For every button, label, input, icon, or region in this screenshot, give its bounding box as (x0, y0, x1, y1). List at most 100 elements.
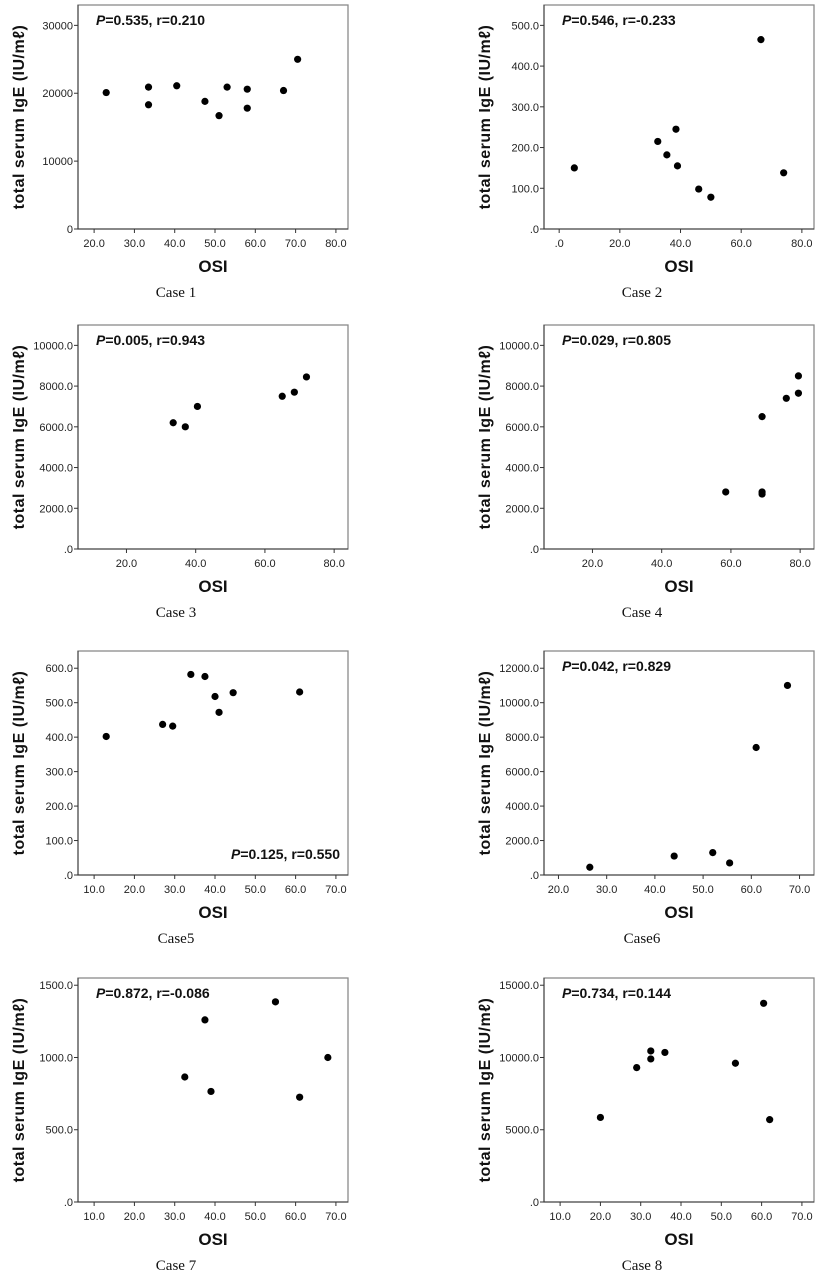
data-point (586, 863, 594, 871)
y-tick-label: 500.0 (45, 698, 73, 710)
data-point (752, 743, 760, 752)
p-symbol: P (562, 985, 572, 1001)
correlation-annotation: P=0.535, r=0.210 (96, 12, 205, 28)
scatter-plot: .0 5000.0 10000.0 15000.0 10.0 20.0 30.0 40.0 50… (477, 977, 815, 1274)
scatter-panel-case-5: .0 100.0 200.0 300.0 400.0 500.0 600.0 10.0 20.0… (0, 643, 357, 958)
x-tick-label: 60.0 (285, 1211, 306, 1223)
x-tick-label: 40.0 (204, 1211, 225, 1223)
x-tick-label: 60.0 (285, 884, 306, 896)
scatter-panel-case-6: .0 2000.0 4000.0 6000.0 8000.0 10000.0 12000.0… (466, 643, 823, 958)
x-tick-label: 20.0 (548, 884, 569, 896)
correlation-annotation: P=0.005, r=0.943 (96, 332, 205, 348)
y-tick-label: 10000.0 (499, 1052, 539, 1064)
data-point (193, 402, 202, 411)
data-point (782, 394, 790, 402)
data-point (758, 490, 766, 498)
data-point (766, 1116, 774, 1124)
y-tick-label: .0 (530, 1197, 539, 1209)
y-axis-label: total serum IgE (IU/mℓ) (477, 345, 494, 530)
x-tick-label: 60.0 (730, 238, 751, 250)
y-tick-label: 200.0 (45, 801, 73, 813)
x-tick-label: 70.0 (791, 1211, 812, 1223)
x-tick-label: 50.0 (692, 884, 713, 896)
y-axis-label: total serum IgE (IU/mℓ) (477, 671, 494, 856)
y-tick-label: .0 (64, 870, 73, 882)
x-axis-label: OSI (664, 903, 693, 922)
scatter-panel-case-3: .0 2000.0 4000.0 6000.0 8000.0 10000.0 20.0 40.… (0, 317, 357, 632)
plot-frame (543, 650, 815, 876)
y-tick-label: 2000.0 (505, 836, 539, 848)
y-tick-label: 1500.0 (39, 980, 73, 992)
y-tick-label: .0 (530, 544, 539, 556)
x-tick-label: 20.0 (609, 238, 630, 250)
data-point (780, 169, 788, 177)
data-point (670, 852, 678, 860)
data-point (783, 681, 792, 690)
case-caption: Case6 (624, 931, 661, 947)
case-caption: Case 3 (156, 605, 196, 621)
y-axis-label: total serum IgE (IU/mℓ) (11, 998, 28, 1183)
y-tick-label: 100.0 (45, 836, 73, 848)
y-tick-label: 300.0 (511, 102, 539, 114)
data-point (294, 55, 302, 63)
data-point (663, 151, 671, 159)
scatter-plot: .0 100.0 200.0 300.0 400.0 500.0 .0 20.0 40.0 60.… (477, 4, 815, 301)
x-axis-label: OSI (198, 903, 227, 922)
p-r-values: =0.734, r=0.144 (571, 985, 671, 1001)
data-point (731, 1059, 740, 1067)
data-point (102, 732, 110, 741)
y-tick-label: 8000.0 (505, 381, 539, 393)
data-point (695, 185, 703, 193)
plot-frame (77, 650, 349, 876)
y-tick-label: 1000.0 (39, 1052, 73, 1064)
data-point (296, 1093, 304, 1101)
p-symbol: P (231, 846, 241, 862)
plot-frame (543, 4, 815, 230)
y-tick-label: 5000.0 (505, 1125, 539, 1137)
p-symbol: P (96, 985, 106, 1001)
data-point (722, 488, 730, 496)
data-point (302, 373, 311, 381)
x-tick-label: 80.0 (323, 558, 344, 570)
x-axis-label: OSI (198, 577, 227, 596)
x-tick-label: 70.0 (325, 1211, 346, 1223)
data-point (596, 1113, 605, 1122)
x-axis-label: OSI (664, 257, 693, 276)
correlation-annotation: P=0.872, r=-0.086 (96, 985, 210, 1001)
data-point (271, 998, 280, 1006)
data-point (760, 999, 768, 1007)
data-point (726, 859, 734, 867)
case-caption: Case 2 (622, 285, 662, 301)
correlation-annotation: P=0.042, r=0.829 (562, 658, 671, 674)
x-tick-label: 70.0 (325, 884, 346, 896)
data-point (672, 125, 680, 133)
plot-frame (543, 977, 815, 1203)
data-point (243, 85, 251, 93)
case-caption: Case 1 (156, 285, 196, 301)
y-tick-label: 6000.0 (505, 767, 539, 779)
x-tick-label: 30.0 (164, 884, 185, 896)
data-point (794, 389, 803, 397)
x-tick-label: 30.0 (124, 238, 145, 250)
scatter-panel-case-1: 0 10000 20000 30000 20.0 30.0 40.0 50.0 60.0 70.0… (0, 0, 357, 312)
data-point (243, 104, 251, 112)
data-point (794, 372, 803, 380)
p-symbol: P (562, 658, 572, 674)
data-point (229, 689, 237, 697)
y-tick-label: 600.0 (45, 663, 73, 675)
x-tick-label: 40.0 (651, 558, 672, 570)
x-tick-label: 20.0 (124, 1211, 145, 1223)
y-tick-label: 10000.0 (33, 340, 73, 352)
x-tick-label: 10.0 (83, 884, 104, 896)
y-axis-label: total serum IgE (IU/mℓ) (477, 25, 494, 210)
y-tick-label: 200.0 (511, 143, 539, 155)
data-point (144, 101, 153, 109)
y-tick-label: 300.0 (45, 767, 73, 779)
x-axis-label: OSI (198, 257, 227, 276)
y-tick-label: 10000 (42, 156, 73, 168)
case-caption: Case 4 (622, 605, 663, 621)
data-point (144, 83, 153, 91)
x-tick-label: 50.0 (204, 238, 225, 250)
x-tick-label: 50.0 (245, 884, 266, 896)
x-tick-label: 50.0 (711, 1211, 732, 1223)
